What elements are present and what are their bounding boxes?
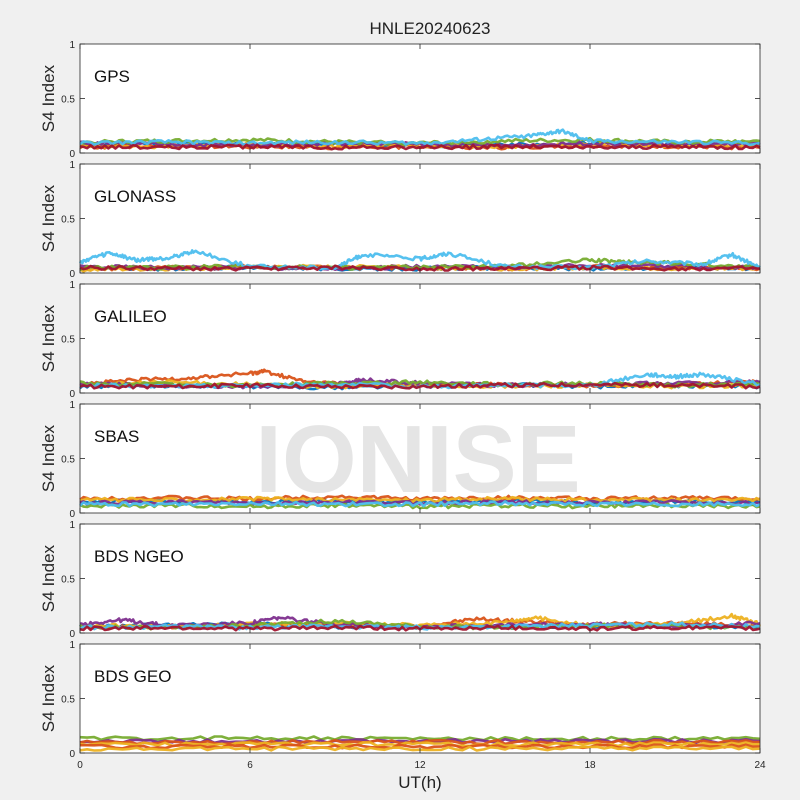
- y-tick-label: 0: [69, 749, 75, 760]
- x-tick-label: 12: [414, 760, 426, 771]
- series-line: [79, 381, 761, 390]
- y-tick-label: 0.5: [61, 215, 75, 226]
- series-line: [79, 499, 761, 507]
- plot-area: [80, 164, 760, 273]
- plot-area: [80, 44, 760, 153]
- plot-area: [80, 524, 760, 633]
- panel-label: GLONASS: [94, 187, 176, 206]
- y-tick-label: 0.5: [61, 335, 75, 346]
- panel-label: GALILEO: [94, 307, 167, 326]
- y-tick-label: 0: [69, 269, 75, 280]
- y-tick-label: 0.5: [61, 95, 75, 106]
- x-axis-label: UT(h): [398, 773, 441, 792]
- panel-2: 0 0.5 1 S4 Index GLONASS: [39, 160, 761, 280]
- y-tick-label: 0: [69, 149, 75, 160]
- panel-5: 0 0.5 1 S4 Index BDS NGEO: [39, 520, 761, 640]
- series-line: [79, 735, 761, 742]
- y-tick-label: 1: [69, 280, 75, 291]
- panel-6: 0 0.5 1 0 6 12 18 24 S4 Index BDS GEO: [39, 640, 766, 771]
- y-axis-label: S4 Index: [39, 424, 58, 492]
- panel-label: BDS GEO: [94, 667, 171, 686]
- panels: 0 0.5 1 S4 Index GPS 0 0.5 1 S4 Index GLONASS 0 0.5…: [39, 40, 766, 771]
- y-tick-label: 0: [69, 509, 75, 520]
- series-line: [79, 143, 761, 151]
- x-tick-label: 24: [754, 760, 766, 771]
- series-line: [79, 500, 761, 508]
- y-axis-label: S4 Index: [39, 544, 58, 612]
- x-tick-label: 0: [77, 760, 83, 771]
- y-tick-label: 1: [69, 160, 75, 171]
- series-line: [78, 249, 761, 271]
- series-line: [79, 741, 760, 748]
- panel-3: 0 0.5 1 S4 Index GALILEO: [39, 280, 761, 400]
- x-tick-label: 6: [247, 760, 253, 771]
- series-line: [80, 743, 761, 750]
- y-axis-label: S4 Index: [39, 664, 58, 732]
- y-axis-label: S4 Index: [39, 184, 58, 252]
- y-tick-label: 0: [69, 629, 75, 640]
- series-line: [79, 371, 761, 390]
- panel-label: BDS NGEO: [94, 547, 184, 566]
- y-tick-label: 0.5: [61, 695, 75, 706]
- panel-4: 0 0.5 1 S4 Index SBAS: [39, 400, 761, 520]
- plot-area: [80, 404, 760, 513]
- y-axis-label: S4 Index: [39, 304, 58, 372]
- y-tick-label: 1: [69, 520, 75, 531]
- y-axis-label: S4 Index: [39, 64, 58, 132]
- y-tick-label: 1: [69, 40, 75, 51]
- panel-label: GPS: [94, 67, 130, 86]
- figure-title: HNLE20240623: [370, 19, 491, 38]
- y-tick-label: 1: [69, 640, 75, 651]
- plot-area: [80, 644, 760, 753]
- x-tick-label: 18: [584, 760, 596, 771]
- y-tick-label: 1: [69, 400, 75, 411]
- panel-1: 0 0.5 1 S4 Index GPS: [39, 40, 761, 160]
- y-tick-label: 0.5: [61, 455, 75, 466]
- watermark: IONISE: [255, 406, 580, 513]
- y-tick-label: 0.5: [61, 575, 75, 586]
- panel-label: SBAS: [94, 427, 139, 446]
- y-tick-label: 0: [69, 389, 75, 400]
- series-line: [79, 128, 761, 147]
